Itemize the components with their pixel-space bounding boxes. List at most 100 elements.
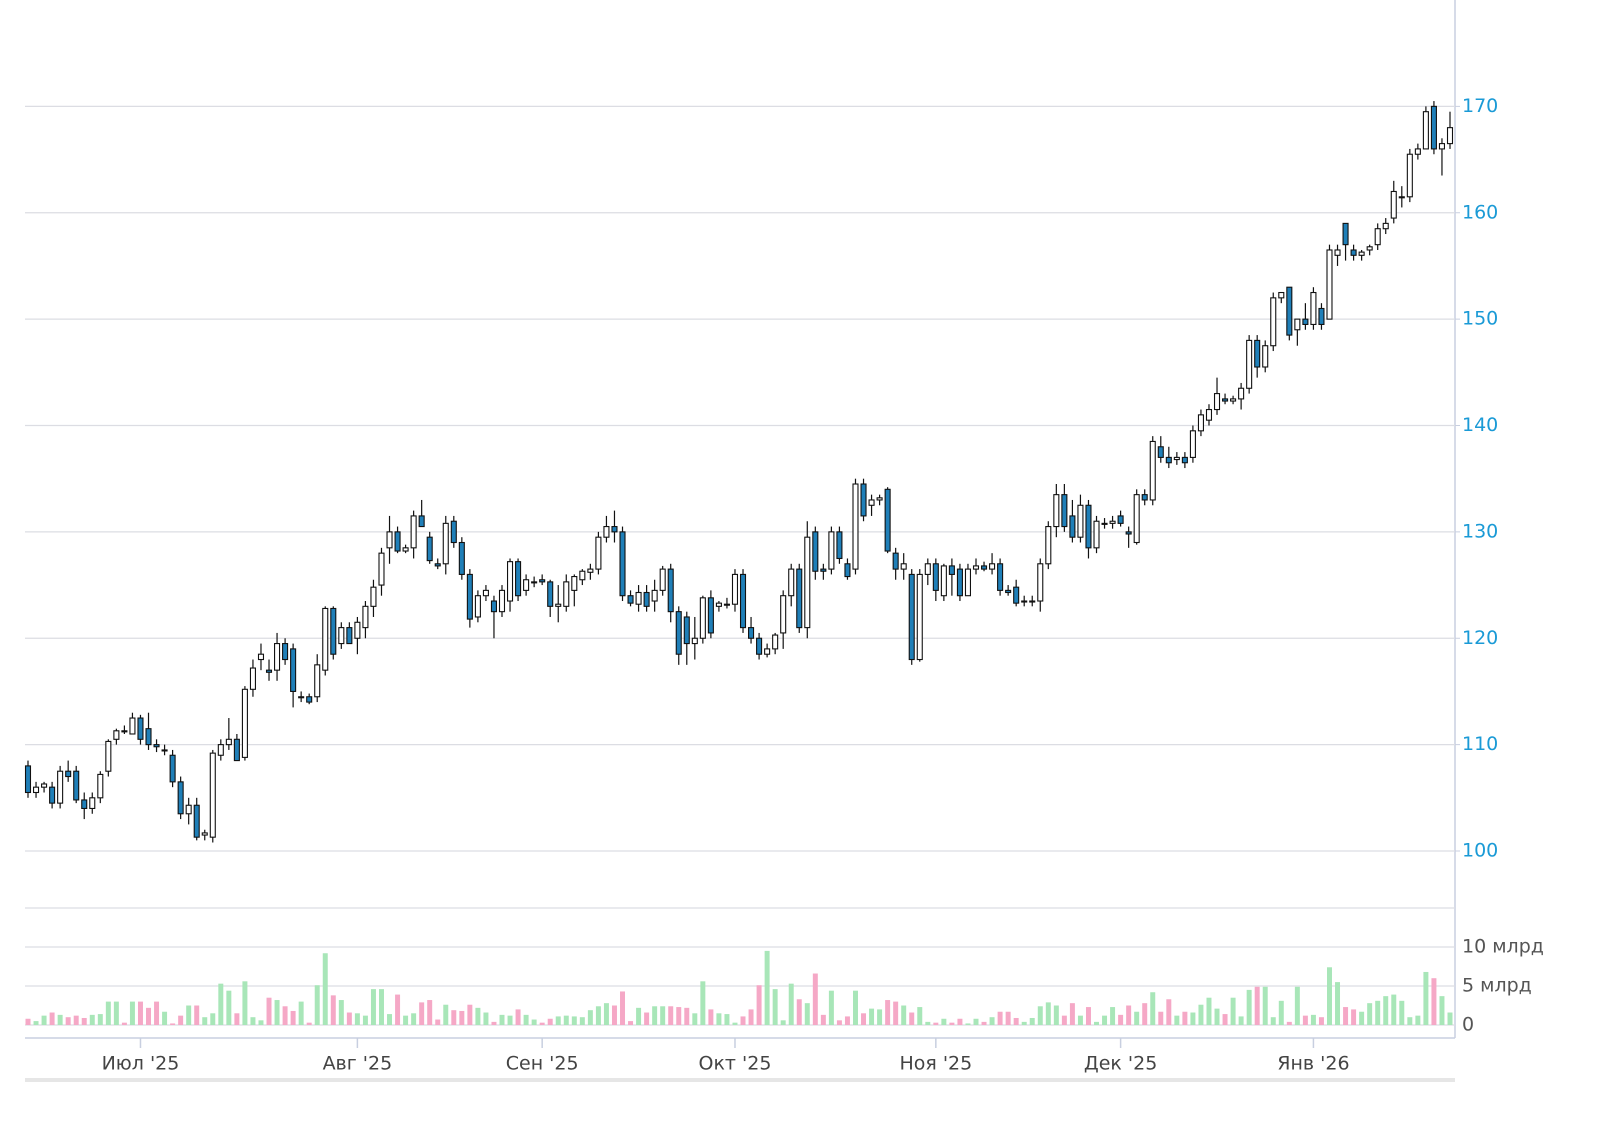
candle-body [209,752,216,838]
volume-bar [483,1012,489,1025]
candle-body [1149,440,1156,501]
volume-bar [290,1010,296,1025]
y-tick-label: 150 [1462,308,1498,330]
candle-body [731,573,739,605]
candle-body [145,728,152,746]
volume-bar [1174,1015,1180,1025]
candle-body [579,570,586,581]
volume-bar [258,1020,264,1025]
candle-body [81,799,88,810]
volume-bar [941,1018,947,1025]
volume-bar [788,983,794,1025]
candle-body [1173,456,1180,461]
volume-bar [660,1006,666,1025]
volume-bar [443,1004,449,1025]
volume-bar [387,1014,393,1025]
volume-bar [780,1020,786,1025]
volume-bar [1077,1015,1083,1025]
volume-bar [1335,982,1341,1025]
volume-bar [917,1007,923,1025]
candle-body [1326,249,1333,320]
candle-body [651,589,658,602]
volume-bar [812,973,818,1025]
candle-body [89,797,96,809]
candle-body [498,589,506,613]
candle-body [796,568,803,629]
candle-body [587,568,594,573]
volume-bar [861,1013,867,1025]
candle-body [523,579,530,591]
y-tick-label: 160 [1462,201,1498,223]
volume-bar [178,1015,184,1025]
candle-body [1270,297,1277,347]
candle-body [129,717,136,735]
volume-bar [1318,1017,1324,1025]
volume-bar [314,985,320,1025]
volume-bar [1447,1012,1453,1025]
volume-bar [1327,967,1332,1025]
candle-body [964,568,972,597]
volume-bar [595,1006,601,1025]
volume-bar [242,981,248,1025]
candle-body [1374,228,1381,246]
candle-body [1005,589,1012,594]
candle-body [265,669,273,673]
candle-body [434,563,441,567]
candle-body [844,563,851,578]
volume-bar [1359,1011,1365,1025]
candle-body [675,611,682,655]
candle-body [442,522,449,565]
candle-body [635,591,642,605]
volume-bar [772,989,778,1025]
volume-bar [234,1013,240,1025]
candle-body [1238,387,1245,400]
candle-body [860,483,867,517]
candle-body [643,591,650,607]
volume-bar [330,995,336,1025]
volume-bar [603,1003,609,1025]
volume-bar [981,1021,987,1025]
candle-body [217,744,224,756]
candle-body [346,627,353,645]
volume-bar [41,1015,47,1025]
volume-bar [451,1010,457,1025]
volume-bar [146,1007,151,1025]
volume-bar [1206,997,1212,1025]
candle-body [764,648,771,655]
volume-bar [756,985,762,1025]
volume-bar [869,1008,875,1025]
volume-bar [1045,1002,1051,1025]
candle-body [24,765,32,794]
candle-body [474,595,481,618]
volume-bar [1013,1017,1019,1025]
volume-bar [700,981,706,1025]
candle-body [1205,408,1213,421]
volume-bar [1294,986,1300,1025]
candle-body [940,565,947,597]
candle-body [249,667,256,690]
candle-body [362,605,369,629]
candle-body [595,536,602,570]
volume-bar [362,1015,368,1025]
volume-bar [587,1010,593,1025]
candle-body [723,603,730,606]
volume-bar [1383,996,1389,1025]
candle-body [1021,600,1028,603]
volume-bar [1094,1021,1099,1025]
volume-bar [531,1019,537,1025]
volume-bar [989,1017,995,1025]
x-tick-label: Ноя '25 [899,1053,972,1075]
volume-bar [1351,1009,1357,1025]
candle-body [153,744,160,748]
volume-bar [764,950,770,1025]
volume-bar [515,1009,521,1025]
candle-body [298,696,305,699]
x-tick-label: Окт '25 [699,1053,772,1075]
volume-bar [81,1017,87,1025]
volume-bar [804,1003,810,1025]
volume-bar [1182,1011,1188,1025]
volume-bar [949,1022,955,1025]
candle-body [1061,494,1068,528]
volume-bar [539,1022,545,1025]
candle-body [1398,196,1405,199]
